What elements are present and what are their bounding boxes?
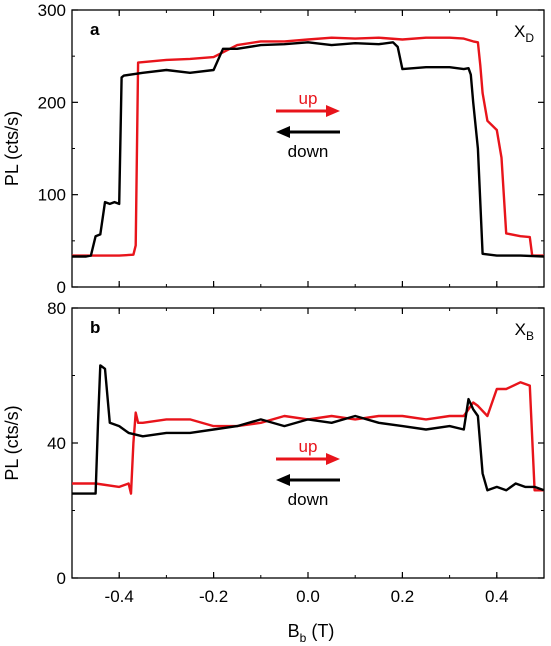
series-line-up	[72, 381, 544, 495]
x-tick-label: 0.2	[391, 587, 415, 606]
x-tick-label: 0.0	[296, 587, 320, 606]
legend-label-up: up	[299, 437, 318, 456]
series-line-down	[72, 41, 545, 258]
legend-arrowhead-down	[276, 474, 290, 486]
legend-arrowhead-up	[326, 453, 340, 465]
panel-letter: b	[90, 318, 100, 337]
y-axis-title: PL (cts/s)	[2, 111, 22, 186]
legend-arrowhead-up	[326, 105, 340, 117]
x-tick-label: 0.4	[485, 587, 509, 606]
panel-b: 0 40 80 -0.4 -0.2 0.0 0.2 0.4 PL (cts/s) b XB up dow…	[2, 299, 545, 606]
panel-a: 0 100 200 300 PL (cts/s) a XD up down	[2, 1, 545, 297]
legend-label-down: down	[288, 490, 329, 509]
y-axis-title: PL (cts/s)	[2, 405, 22, 480]
state-label: XB	[515, 320, 534, 343]
panel-letter: a	[90, 20, 100, 39]
y-tick-label: 0	[57, 278, 66, 297]
x-tick-label: -0.2	[199, 587, 228, 606]
state-label: XD	[514, 22, 534, 45]
y-tick-label: 0	[57, 569, 66, 588]
series-line-down	[72, 364, 545, 495]
x-axis-title: Bb (T)	[288, 621, 335, 645]
series-line-up	[72, 36, 544, 257]
legend-label-down: down	[288, 142, 329, 161]
y-tick-label: 100	[38, 186, 66, 205]
x-tick-label: -0.4	[105, 587, 134, 606]
y-tick-label: 80	[47, 299, 66, 318]
y-tick-label: 40	[47, 434, 66, 453]
legend-arrowhead-down	[276, 126, 290, 138]
y-tick-label: 300	[38, 1, 66, 20]
y-tick-label: 200	[38, 93, 66, 112]
legend-label-up: up	[299, 89, 318, 108]
